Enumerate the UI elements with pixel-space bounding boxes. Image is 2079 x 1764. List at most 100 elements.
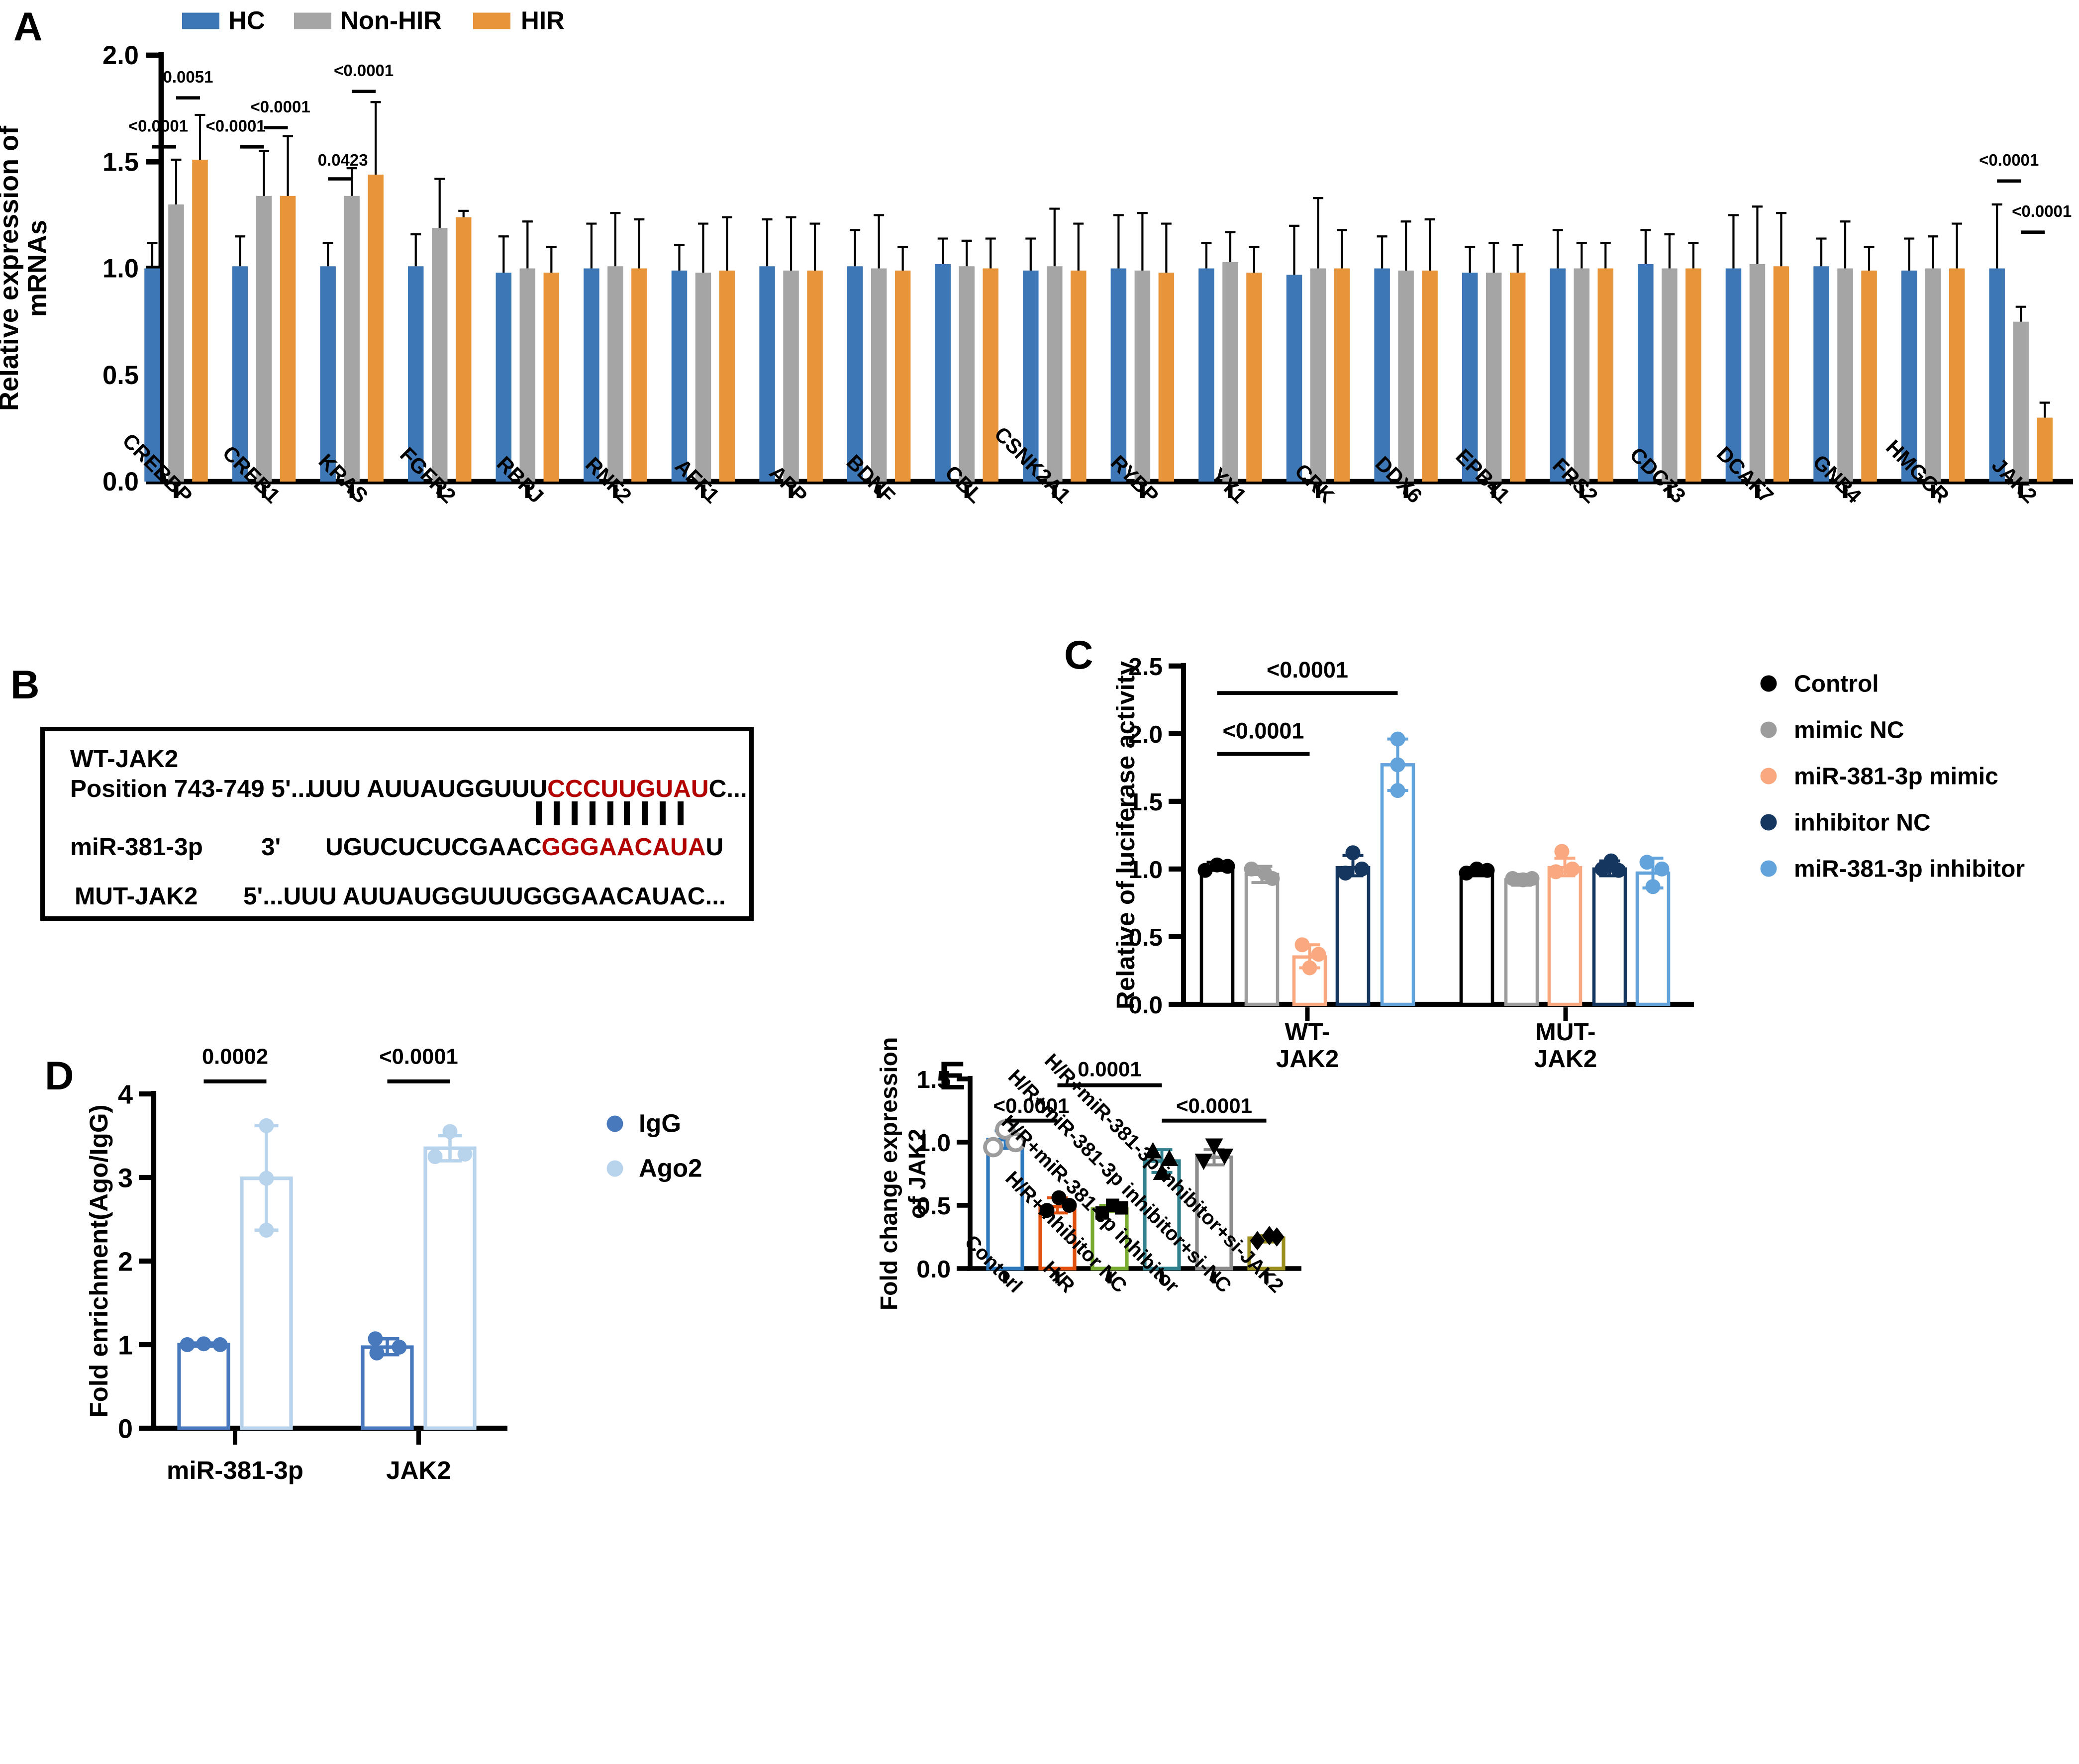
data-point-circle	[180, 1337, 195, 1352]
legend-label-Control: Control	[1794, 671, 1879, 697]
bar-c-MUT-miR-381-3p mimic	[1547, 866, 1583, 1006]
bar-c-MUT-miR-381-3p inhibitor	[1635, 871, 1671, 1006]
panel-e-y-tick-label: 0.5	[916, 1192, 951, 1220]
data-point-circle	[1302, 960, 1317, 976]
bar-c-MUT-Control	[1459, 870, 1494, 1006]
bar-RNF2-HIR	[631, 268, 647, 482]
match-bar	[589, 801, 595, 825]
data-point-square	[1115, 1201, 1128, 1215]
bar-HMGCR-HC	[1901, 270, 1917, 482]
panel-a-sig-label: <0.0001	[250, 98, 310, 116]
data-point-circle	[1338, 866, 1353, 881]
bar-CREB1-Non-HIR	[256, 196, 272, 482]
bar-CREBBP-HIR	[192, 159, 208, 482]
panel-a-gene-label: EPB41	[1451, 444, 1514, 507]
bar-FRS2-HC	[1550, 268, 1566, 482]
bar-GNB4-HC	[1813, 266, 1829, 482]
panel-d-x-label: JAK2	[386, 1456, 451, 1484]
legend-dot-miR-381-3p mimic	[1760, 768, 1777, 784]
position-label: Position 743-749 5'...	[70, 776, 312, 803]
bar-e-H/R+miR-381-3p inhibitor+si-NC	[1195, 1155, 1233, 1271]
data-point-circle	[1220, 859, 1235, 874]
match-bar	[606, 801, 613, 825]
panel-c-y-tick-label: 0.0	[1128, 991, 1163, 1019]
data-point-circle	[1051, 1190, 1067, 1205]
data-point-circle	[1062, 1197, 1077, 1213]
panel-d-y-axis-label: Fold enrichment(Ago/IgG)	[85, 1105, 113, 1418]
bar-AFF1-HC	[671, 270, 688, 482]
legend-dot-mimic NC	[1760, 721, 1777, 738]
legend-dot-Ago2	[606, 1160, 623, 1177]
bar-JAK2-HIR	[2037, 417, 2053, 482]
legend-label-IgG: IgG	[639, 1109, 681, 1138]
bar-c-WT-inhibitor NC	[1335, 866, 1371, 1006]
panel-c-y-tick-label: 1.5	[1128, 788, 1163, 816]
legend-label-inhibitor NC: inhibitor NC	[1794, 810, 1931, 836]
bar-c-WT-mimic NC	[1244, 873, 1280, 1006]
panel-a-gene-label: DCAF7	[1712, 442, 1778, 507]
legend-label-HC: HC	[228, 6, 265, 35]
bar-KRAS-HIR	[368, 174, 384, 482]
data-point-circle	[1645, 879, 1661, 894]
panel-a-sig-label: <0.0001	[205, 116, 265, 135]
data-point-triangle-up	[1153, 1163, 1171, 1180]
panel-a-gene-label: HMGCR	[1881, 435, 1954, 507]
panel-a-y-tick-label: 1.5	[102, 147, 139, 177]
bar-RNF2-Non-HIR	[607, 266, 623, 482]
data-point-circle	[1311, 947, 1326, 962]
data-point-circle	[442, 1124, 458, 1139]
data-point-circle	[259, 1118, 274, 1133]
bar-BDNF-Non-HIR	[871, 268, 887, 482]
legend-swatch-Non-HIR	[294, 12, 331, 29]
match-bar	[660, 801, 666, 825]
data-point-circle	[1390, 757, 1405, 773]
mir-3prime-label: 3'	[261, 834, 281, 861]
panel-d-y-tick-label: 2	[118, 1247, 133, 1277]
data-point-triangle-up	[1144, 1142, 1162, 1159]
legend-label-miR-381-3p mimic: miR-381-3p mimic	[1794, 764, 1998, 790]
bar-CREB1-HIR	[280, 196, 296, 482]
panel-a-gene-label: FGFR2	[396, 443, 461, 508]
panel-e-sig-label: 0.0001	[1078, 1058, 1141, 1081]
panel-c-group-label: JAK2	[1534, 1045, 1597, 1073]
bar-DDX6-HC	[1374, 268, 1390, 482]
bar-APP-HC	[759, 266, 775, 482]
bar-CDC73-HC	[1638, 264, 1654, 482]
panel-c-y-axis-label: Relative of luciferase activity	[1111, 661, 1140, 1009]
bar-APP-HIR	[807, 270, 823, 482]
panel-a-y-tick-label: 1.0	[102, 254, 139, 284]
bar-d-JAK2-Ago2	[423, 1146, 477, 1430]
mir-sequence: UGUCUCUCGAACGGGAACAUAU	[325, 835, 723, 861]
legend-dot-inhibitor NC	[1760, 814, 1777, 831]
panel-a-gene-label: CREB1	[218, 441, 285, 507]
panel-a-sig-label: <0.0001	[128, 116, 188, 135]
wt-seq-black: UUU AUUAUGGUUU	[307, 776, 548, 803]
bar-RYBP-HIR	[1158, 273, 1175, 482]
match-bar	[553, 801, 560, 825]
legend-label-HIR: HIR	[521, 6, 565, 35]
legend-dot-IgG	[606, 1115, 623, 1132]
mir-381-3p-label: miR-381-3p	[70, 834, 203, 861]
bar-DDX6-HIR	[1422, 270, 1438, 482]
panel-c-group-label: JAK2	[1276, 1045, 1339, 1073]
bar-YY1-Non-HIR	[1222, 262, 1238, 482]
data-point-circle	[1197, 863, 1213, 878]
panel-a-y-tick-label: 2.0	[102, 41, 139, 70]
data-point-circle	[1294, 937, 1310, 953]
legend-dot-miR-381-3p inhibitor	[1760, 860, 1777, 877]
legend-label-Non-HIR: Non-HIR	[340, 6, 442, 35]
bar-CSNK2A1-HC	[1023, 270, 1039, 482]
data-point-circle	[1390, 731, 1405, 747]
panel-d-y-tick-label: 0	[118, 1414, 133, 1444]
bar-AFF1-HIR	[719, 270, 735, 482]
bar-AFF1-Non-HIR	[695, 273, 711, 482]
bar-CRK-HIR	[1334, 268, 1350, 482]
bar-FGFR2-Non-HIR	[431, 228, 448, 482]
data-point-circle	[1480, 863, 1495, 878]
panel-c-y-tick-label: 2.5	[1128, 653, 1163, 681]
mut-sequence: 5'...UUU AUUAUGGUUUGGGAACAUAC...	[243, 883, 726, 910]
panel-a-sig-label: <0.0001	[334, 61, 394, 80]
panel-c-letter: C	[1064, 633, 1093, 678]
